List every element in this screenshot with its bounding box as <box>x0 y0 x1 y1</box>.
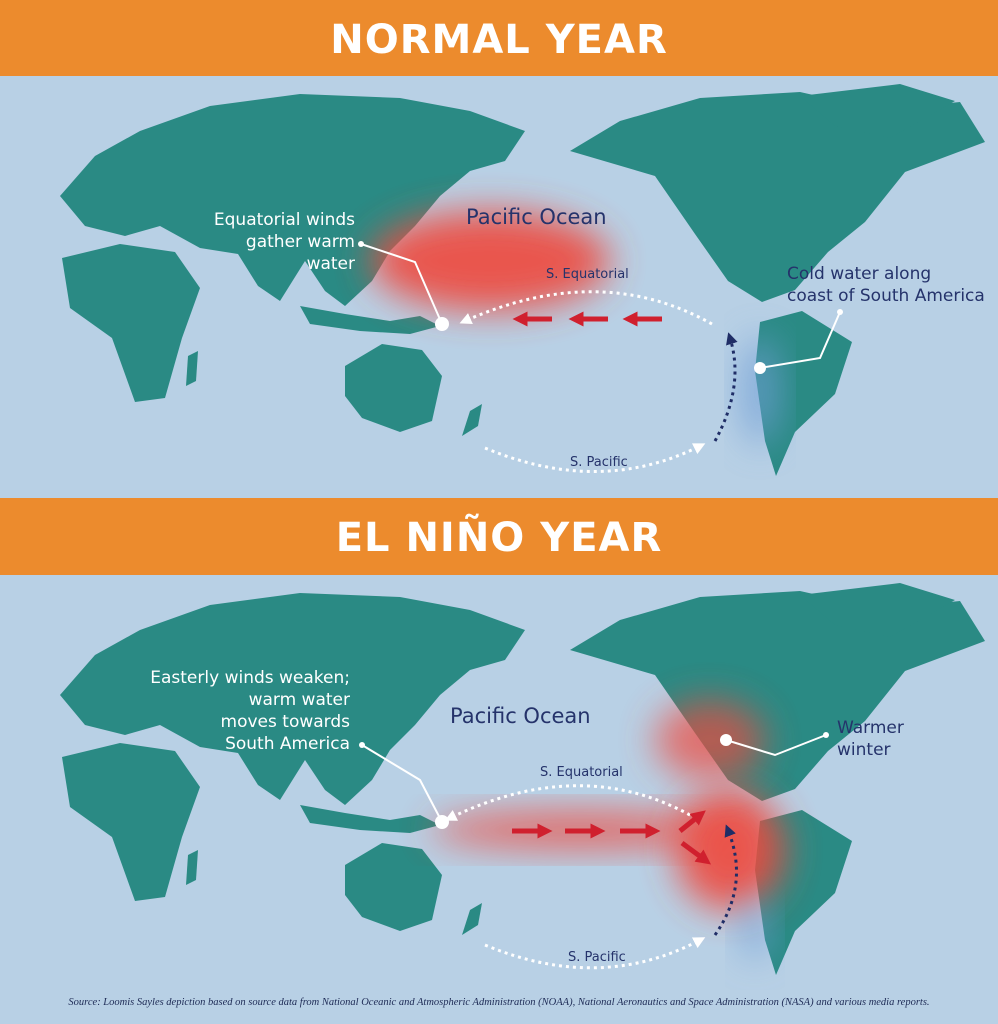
new-zealand-landmass <box>462 903 482 935</box>
normal-year-banner: NORMAL YEAR <box>0 0 998 76</box>
callout-dot <box>358 241 364 247</box>
indonesia-landmass <box>300 306 440 334</box>
north-america-landmass <box>570 92 985 302</box>
s-equatorial-label: S. Equatorial <box>540 765 623 780</box>
callout-leader-line <box>725 734 827 757</box>
callout-leader-line <box>361 744 443 823</box>
callout-line: Cold water along <box>787 264 932 284</box>
callout-dot <box>823 732 829 738</box>
south-america-landmass <box>755 311 852 476</box>
callout-line: moves towards <box>220 712 350 732</box>
s-equatorial-current-arrow <box>444 784 691 821</box>
eurasia-landmass <box>60 593 525 805</box>
callout-dot <box>435 317 449 331</box>
warm-water-arrow <box>680 840 712 865</box>
japan-landmass <box>395 151 415 196</box>
warmer-winter-zone <box>655 700 765 780</box>
normal-year-map: Equatorial winds gather warm water Pacif… <box>0 76 998 498</box>
humboldt-current-arrow <box>713 824 738 936</box>
eurasia-landmass <box>60 94 525 306</box>
humboldt-current-arrow <box>713 332 738 442</box>
indonesia-landmass <box>300 805 440 833</box>
warm-water-arrow <box>678 810 706 833</box>
callout-line: South America <box>225 734 350 754</box>
callout-line: coast of South America <box>787 286 985 306</box>
callout-line: Easterly winds weaken; <box>150 668 350 688</box>
greenland-landmass <box>800 84 955 138</box>
world-map <box>60 583 985 975</box>
callout-equatorial-winds: Equatorial winds gather warm water <box>205 209 355 275</box>
north-america-landmass <box>570 591 985 801</box>
cold-water-upwelling <box>742 336 778 446</box>
s-pacific-current-arrow <box>484 937 706 970</box>
s-pacific-label: S. Pacific <box>568 950 626 965</box>
africa-landmass <box>62 244 200 402</box>
callout-line: warm water <box>248 690 350 710</box>
callout-line: winter <box>837 740 891 760</box>
callout-easterly-winds: Easterly winds weaken; warm water moves … <box>130 667 350 755</box>
callout-line: Warmer <box>837 718 904 738</box>
callout-warmer-winter: Warmer winter <box>837 717 904 761</box>
callout-line: Equatorial winds <box>213 210 355 230</box>
callout-dot <box>720 734 732 746</box>
pacific-ocean-label: Pacific Ocean <box>450 704 591 728</box>
callout-leader-line <box>360 243 443 325</box>
callout-cold-water: Cold water along coast of South America <box>787 263 985 307</box>
japan-landmass <box>395 650 415 695</box>
el-nino-year-banner: EL NIÑO YEAR <box>0 498 998 575</box>
source-note: Source: Loomis Sayles depiction based on… <box>68 997 930 1008</box>
warm-water-pool <box>370 211 610 311</box>
africa-landmass <box>62 743 200 901</box>
callout-leader-line <box>759 311 841 369</box>
madagascar-landmass <box>186 850 198 885</box>
s-pacific-current-arrow <box>484 443 706 473</box>
callout-dot <box>837 309 843 315</box>
callout-dot <box>359 742 365 748</box>
callout-line: gather warm water <box>245 232 355 274</box>
el-nino-year-map: Easterly winds weaken; warm water moves … <box>0 575 998 995</box>
greenland-landmass <box>800 583 955 637</box>
pacific-ocean-label: Pacific Ocean <box>466 205 607 229</box>
new-zealand-landmass <box>462 404 482 436</box>
callout-dot <box>435 815 449 829</box>
callout-dot <box>754 362 766 374</box>
australia-landmass <box>345 843 442 931</box>
s-equatorial-label: S. Equatorial <box>546 267 629 282</box>
australia-landmass <box>345 344 442 432</box>
s-pacific-label: S. Pacific <box>570 455 628 470</box>
cold-water-upwelling <box>740 900 770 960</box>
madagascar-landmass <box>186 351 198 386</box>
world-map <box>60 84 985 476</box>
